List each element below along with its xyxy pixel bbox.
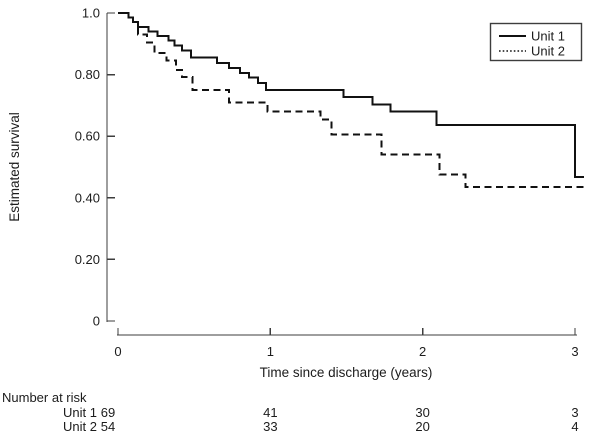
legend-box bbox=[489, 22, 583, 62]
risk-value: 20 bbox=[415, 419, 429, 434]
y-tick-label: 1.0 bbox=[82, 6, 100, 21]
y-axis-title: Estimated survival bbox=[7, 112, 22, 222]
curve-unit2 bbox=[118, 12, 588, 189]
y-tick-label: 0.40 bbox=[75, 190, 100, 205]
y-tick-label: 0.20 bbox=[75, 252, 100, 267]
y-tick-label: 0.60 bbox=[75, 129, 100, 144]
risk-row-label-unit1: Unit 1 bbox=[63, 405, 97, 420]
x-axis-title: Time since discharge (years) bbox=[260, 365, 433, 380]
legend-label-unit2: Unit 2 bbox=[531, 44, 565, 59]
risk-value: 33 bbox=[263, 419, 277, 434]
legend: Unit 1 Unit 2 bbox=[489, 22, 583, 62]
risk-row-label-unit2: Unit 2 bbox=[63, 419, 97, 434]
x-tick-label: 3 bbox=[571, 344, 578, 359]
legend-label-unit1: Unit 1 bbox=[531, 29, 565, 44]
y-tick-label: 0 bbox=[93, 314, 100, 329]
risk-value: 54 bbox=[101, 419, 115, 434]
risk-value: 30 bbox=[415, 405, 429, 420]
risk-value: 69 bbox=[101, 405, 115, 420]
risk-table-title: Number at risk bbox=[2, 390, 87, 405]
number-at-risk-table: Number at risk Unit 1 Unit 2 69 41 30 3 54 33… bbox=[2, 390, 579, 434]
risk-value: 3 bbox=[571, 405, 578, 420]
x-tick-label: 0 bbox=[114, 344, 121, 359]
survival-curves bbox=[118, 12, 588, 189]
axes: 1.0 0.80 0.60 0.40 0.20 00 1 2 3 bbox=[75, 6, 579, 360]
y-tick-label: 0.80 bbox=[75, 67, 100, 82]
curve-unit1 bbox=[118, 12, 585, 178]
x-tick-label: 2 bbox=[419, 344, 426, 359]
x-tick-label: 1 bbox=[267, 344, 274, 359]
risk-value: 4 bbox=[571, 419, 578, 434]
risk-value: 41 bbox=[263, 405, 277, 420]
